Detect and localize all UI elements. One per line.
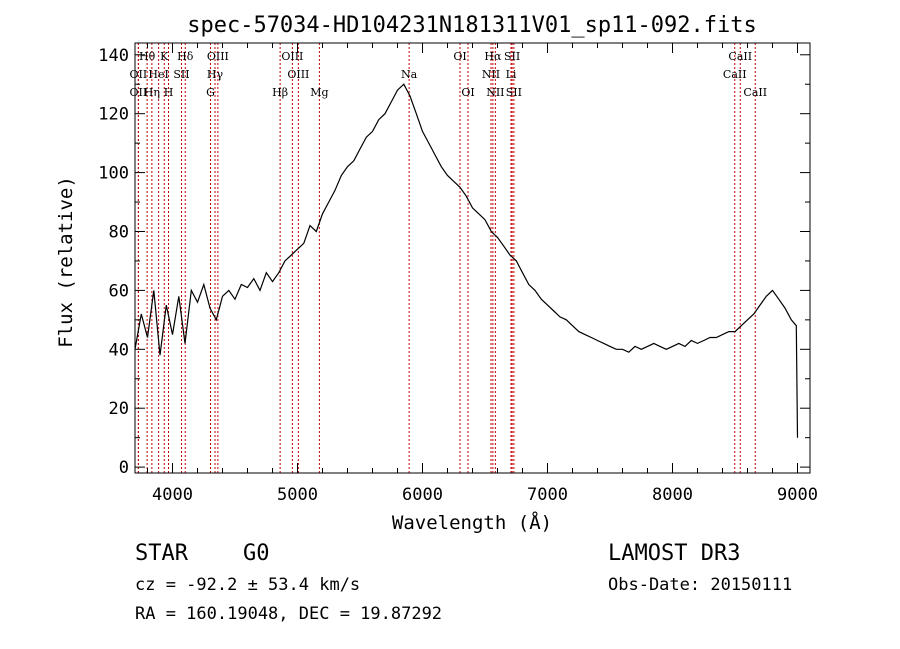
y-tick-label: 0: [119, 458, 129, 478]
line-label: Hα: [484, 50, 502, 63]
object-subclass: G0: [243, 541, 270, 566]
x-tick-label: 9000: [777, 485, 818, 505]
x-tick-label: 4000: [152, 485, 193, 505]
line-label: CaII: [728, 50, 752, 63]
y-tick-label: 140: [98, 46, 129, 66]
line-label: NII: [482, 68, 500, 81]
line-label: OIII: [207, 50, 229, 63]
line-label: SII: [504, 50, 520, 63]
line-label: Hθ: [139, 50, 156, 63]
line-label: Hδ: [177, 50, 194, 63]
line-label: Li: [506, 68, 517, 81]
observation-date: Obs-Date: 20150111: [608, 575, 792, 595]
x-axis: 4000 5000 6000 7000 8000 9000: [147, 43, 818, 505]
chart-title: spec-57034-HD104231N181311V01_sp11-092.f…: [187, 13, 757, 38]
line-label: NII: [486, 86, 504, 99]
x-tick-label: 7000: [527, 485, 568, 505]
line-label: OIII: [287, 68, 309, 81]
line-label: SII: [506, 86, 522, 99]
y-axis-label: Flux (relative): [55, 176, 77, 348]
line-label: Hβ: [272, 86, 288, 99]
line-label: OIII: [281, 50, 303, 63]
y-tick-label: 20: [109, 399, 129, 419]
spectrum-line: [134, 83, 799, 438]
line-label: Na: [401, 68, 418, 81]
y-tick-label: 100: [98, 164, 129, 184]
redshift-cz: cz = -92.2 ± 53.4 km/s: [135, 575, 360, 595]
line-label: CaII: [723, 68, 747, 81]
line-label: OI: [453, 50, 466, 63]
x-tick-label: 5000: [277, 485, 318, 505]
line-label: K: [160, 50, 169, 63]
line-label: G: [206, 86, 215, 99]
line-label: H: [164, 86, 174, 99]
line-label: OI: [461, 86, 474, 99]
x-tick-label: 6000: [402, 485, 443, 505]
plot-frame: [134, 42, 811, 474]
object-class: STAR: [135, 541, 189, 566]
line-label: Hγ: [207, 68, 224, 81]
y-tick-label: 60: [109, 281, 129, 301]
emission-line-markers: [137, 43, 756, 473]
y-tick-label: 80: [109, 222, 129, 242]
line-label: Hη: [144, 86, 160, 99]
line-label: CaII: [743, 86, 767, 99]
y-tick-label: 120: [98, 105, 129, 125]
line-label: HeI: [148, 68, 168, 81]
x-axis-label: Wavelength (Å): [392, 511, 552, 534]
line-label: OII: [130, 68, 148, 81]
y-axis: 0 20 40 60 80 100 120 140: [98, 46, 810, 478]
y-tick-label: 40: [109, 340, 129, 360]
line-label: Mg: [310, 86, 328, 99]
x-tick-label: 8000: [652, 485, 693, 505]
coordinates: RA = 160.19048, DEC = 19.87292: [135, 604, 442, 624]
survey-name: LAMOST DR3: [608, 541, 740, 566]
line-label: SII: [173, 68, 189, 81]
line-label: OII: [130, 86, 148, 99]
